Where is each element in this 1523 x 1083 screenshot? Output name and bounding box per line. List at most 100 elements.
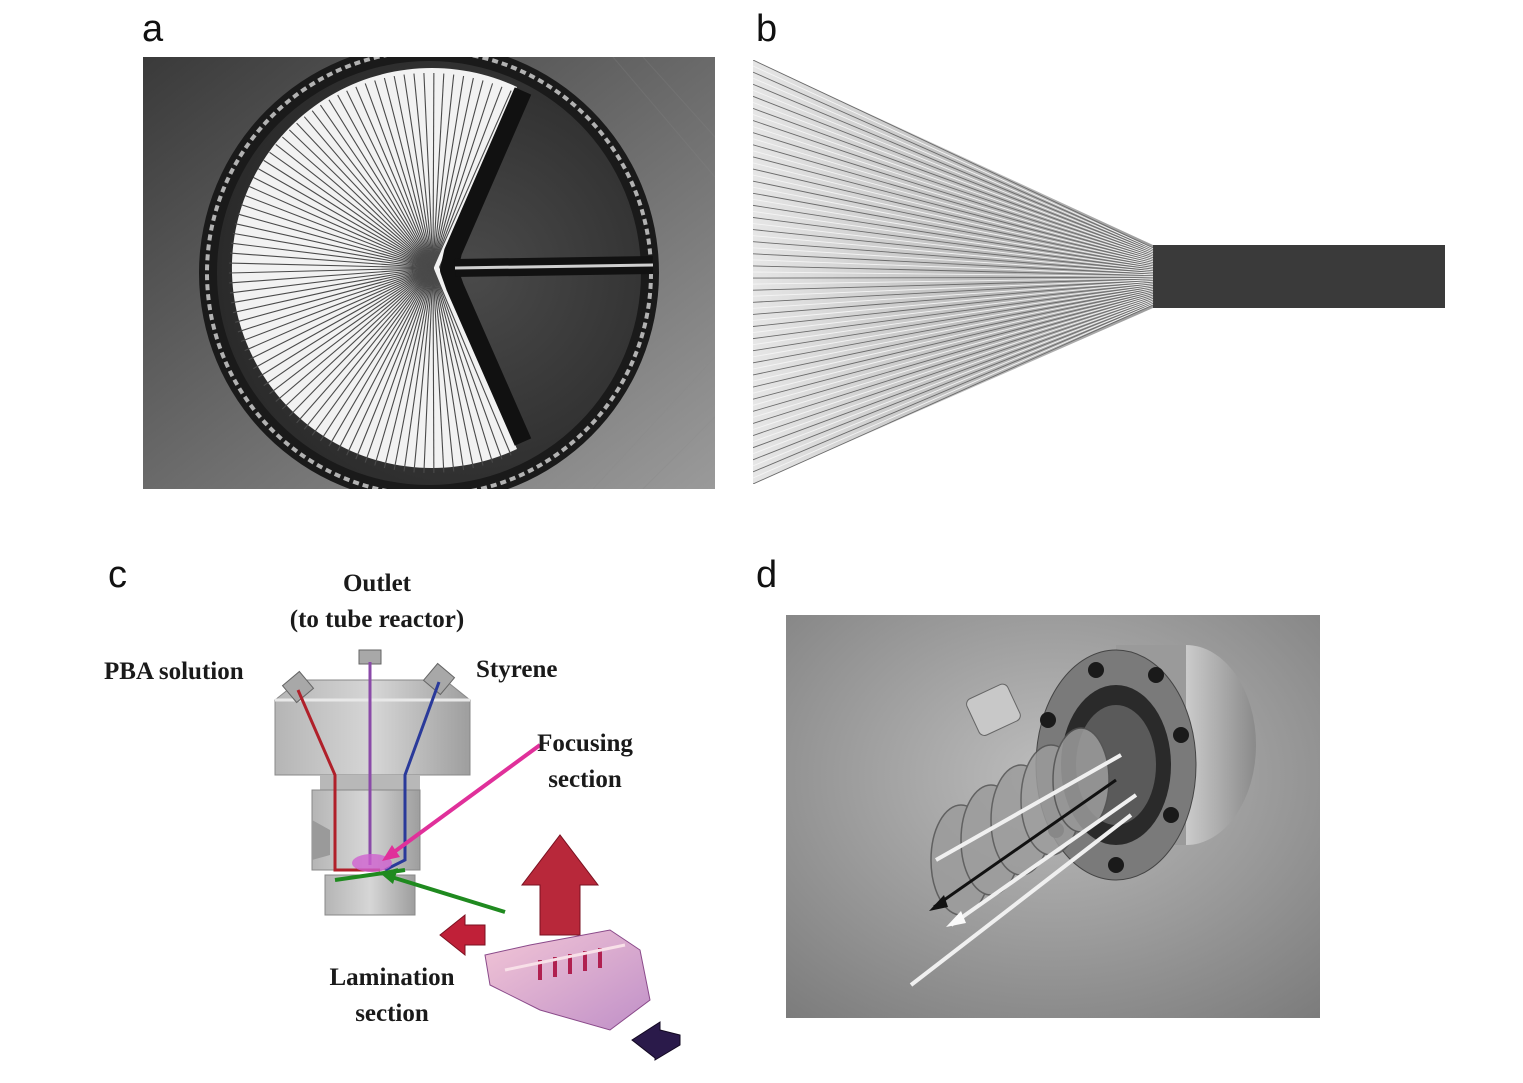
converging-lamella bbox=[753, 297, 1154, 430]
fan-lamella bbox=[374, 80, 434, 269]
converging-lamella bbox=[753, 285, 1154, 346]
converging-lamella bbox=[753, 290, 1154, 382]
fan-lamella bbox=[346, 90, 434, 269]
converging-lamella bbox=[753, 198, 1154, 268]
converging-lamella bbox=[753, 180, 1154, 265]
converging-lamella bbox=[753, 289, 1154, 370]
flow-rods bbox=[909, 753, 1138, 987]
fan-lamella bbox=[244, 267, 434, 352]
pba-channel bbox=[296, 689, 380, 872]
converging-lamella bbox=[753, 101, 1154, 255]
fan-lamella bbox=[263, 159, 434, 269]
fan-lamella bbox=[432, 267, 512, 456]
converging-lamella bbox=[753, 302, 1154, 467]
converging-lamella bbox=[753, 247, 1154, 274]
outlet-channel bbox=[1153, 245, 1445, 308]
converging-fan bbox=[753, 60, 1445, 484]
converging-lamella bbox=[753, 168, 1154, 264]
fan-lamella bbox=[229, 267, 434, 284]
fan-lamella bbox=[393, 75, 434, 269]
converging-lamella bbox=[753, 271, 1154, 277]
fan-lamella bbox=[228, 267, 434, 274]
lamination-section-label: Lamination section bbox=[312, 960, 472, 1033]
fan-lamella bbox=[296, 122, 434, 269]
converging-lamella bbox=[753, 285, 1154, 340]
white-flow-arrow bbox=[946, 911, 966, 927]
fan-lamella bbox=[288, 129, 434, 269]
stem-notch bbox=[312, 820, 330, 860]
converging-lamella bbox=[753, 253, 1154, 275]
fan-lamella bbox=[248, 267, 434, 361]
converging-lamella bbox=[753, 279, 1154, 297]
converging-lamella bbox=[753, 192, 1154, 267]
panel-a-photo bbox=[143, 57, 715, 489]
fan-lamella bbox=[263, 267, 434, 387]
converging-lamella bbox=[753, 298, 1154, 443]
converging-lamella bbox=[753, 174, 1154, 264]
converging-lamella bbox=[753, 293, 1154, 400]
converging-lamella bbox=[753, 235, 1154, 273]
fan-lamella bbox=[355, 267, 434, 460]
fan-lamella bbox=[319, 267, 434, 442]
fan-lamella bbox=[432, 267, 445, 473]
converging-lamella bbox=[753, 283, 1154, 327]
converging-lamella bbox=[753, 302, 1154, 473]
fan-lamella bbox=[374, 267, 434, 466]
fan-lamella bbox=[235, 223, 434, 269]
converging-lamella bbox=[753, 162, 1154, 263]
fan-lamella bbox=[281, 136, 434, 269]
panel-d-letter: d bbox=[756, 554, 778, 596]
fan-lamella bbox=[423, 73, 434, 269]
stem-upper bbox=[320, 775, 420, 790]
fan-lamella bbox=[355, 86, 434, 269]
converging-lamella bbox=[753, 299, 1154, 449]
panel-b-photo bbox=[753, 60, 1445, 484]
fan-lamella bbox=[432, 90, 512, 269]
converging-lamella bbox=[753, 298, 1154, 436]
fan-lamella bbox=[432, 80, 484, 269]
converging-lamella bbox=[753, 259, 1154, 276]
converging-lamella bbox=[753, 280, 1154, 309]
converging-lamella bbox=[753, 217, 1154, 270]
fan-lamella bbox=[311, 267, 434, 436]
fan-lamella bbox=[258, 168, 434, 269]
panel-c-letter: c bbox=[108, 554, 127, 596]
fan-lamella bbox=[240, 267, 434, 342]
focusing-section-label: Focusing section bbox=[520, 726, 650, 799]
fan-lamella bbox=[383, 77, 434, 269]
converging-lamella bbox=[753, 303, 1154, 479]
converging-lamella bbox=[753, 276, 1154, 279]
fan-lamella bbox=[432, 267, 455, 472]
flow-in-arrow bbox=[631, 1021, 681, 1061]
fan-lamella bbox=[232, 232, 434, 269]
cap-block bbox=[274, 679, 471, 776]
fan-lamella bbox=[303, 267, 434, 430]
styrene-label: Styrene bbox=[476, 656, 558, 683]
converging-lamella bbox=[753, 296, 1154, 424]
converging-lamella bbox=[753, 71, 1154, 251]
lamination-plate bbox=[484, 929, 651, 1031]
fan-lamella bbox=[328, 267, 434, 447]
fan-lamella bbox=[432, 267, 465, 471]
fan-lamella bbox=[237, 267, 434, 333]
dark-flow-arrow bbox=[933, 778, 1117, 909]
fan-lamella bbox=[296, 267, 434, 424]
converging-lamella bbox=[753, 210, 1154, 269]
fan-lamella bbox=[432, 74, 455, 269]
converging-lamella bbox=[753, 204, 1154, 268]
converging-lamella bbox=[753, 280, 1154, 303]
fan-lamella bbox=[337, 267, 434, 452]
converging-lamella bbox=[753, 114, 1154, 256]
fitting bbox=[966, 683, 1021, 736]
converging-lamella bbox=[753, 265, 1154, 277]
converging-lamella bbox=[753, 286, 1154, 352]
fan-lamella bbox=[235, 267, 434, 323]
fan-lamella bbox=[311, 110, 434, 269]
converging-lamella bbox=[753, 138, 1154, 260]
fan-lamella bbox=[258, 267, 434, 378]
converging-lamella bbox=[753, 156, 1154, 262]
fan-lamella bbox=[253, 176, 434, 269]
focusing-zone bbox=[352, 854, 392, 872]
converging-lamella bbox=[753, 108, 1154, 255]
converging-lamella bbox=[753, 60, 1154, 249]
